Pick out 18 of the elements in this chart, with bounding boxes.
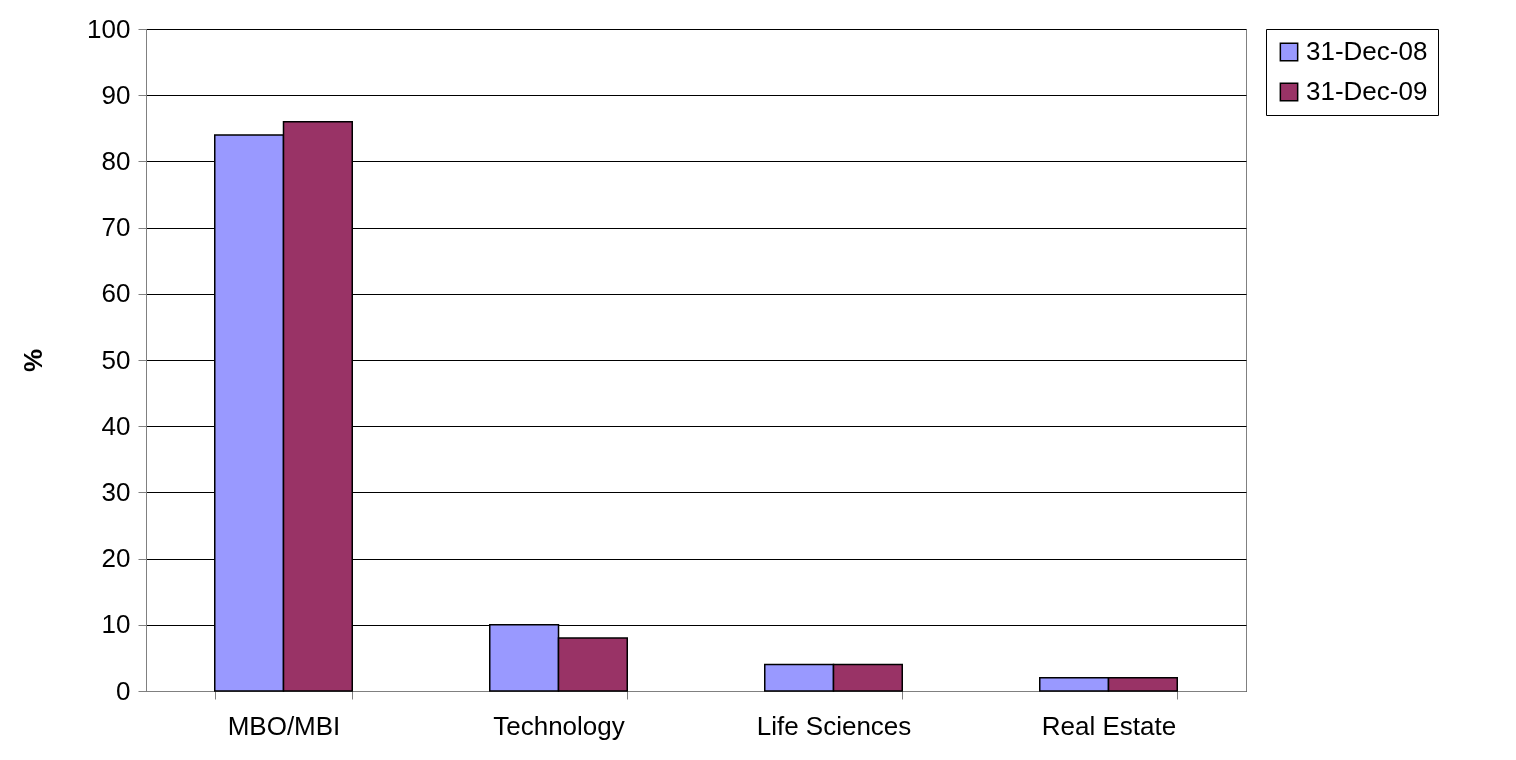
y-tick-label: 30 <box>101 476 131 507</box>
y-tick-label: 50 <box>101 344 131 375</box>
y-tick-label: 90 <box>101 79 131 110</box>
y-tick-label: 0 <box>116 675 131 706</box>
y-tick-label: 60 <box>101 278 131 309</box>
x-tick-label: Technology <box>493 710 625 741</box>
x-tick-label: Life Sciences <box>756 710 912 741</box>
y-tick-label: 100 <box>87 13 131 44</box>
y-tick-label: 20 <box>101 543 131 574</box>
x-tick-label: Real Estate <box>1041 710 1177 741</box>
legend-label: 31-Dec-08 <box>1306 36 1428 66</box>
y-tick-label: 40 <box>101 410 131 441</box>
y-tick-label: 10 <box>101 609 131 640</box>
y-tick-label: 80 <box>101 145 131 176</box>
x-tick-label: MBO/MBI <box>227 710 341 741</box>
legend-label: 31-Dec-09 <box>1306 76 1428 106</box>
y-tick-label: 70 <box>101 212 131 243</box>
y-axis-title: % <box>18 348 49 373</box>
